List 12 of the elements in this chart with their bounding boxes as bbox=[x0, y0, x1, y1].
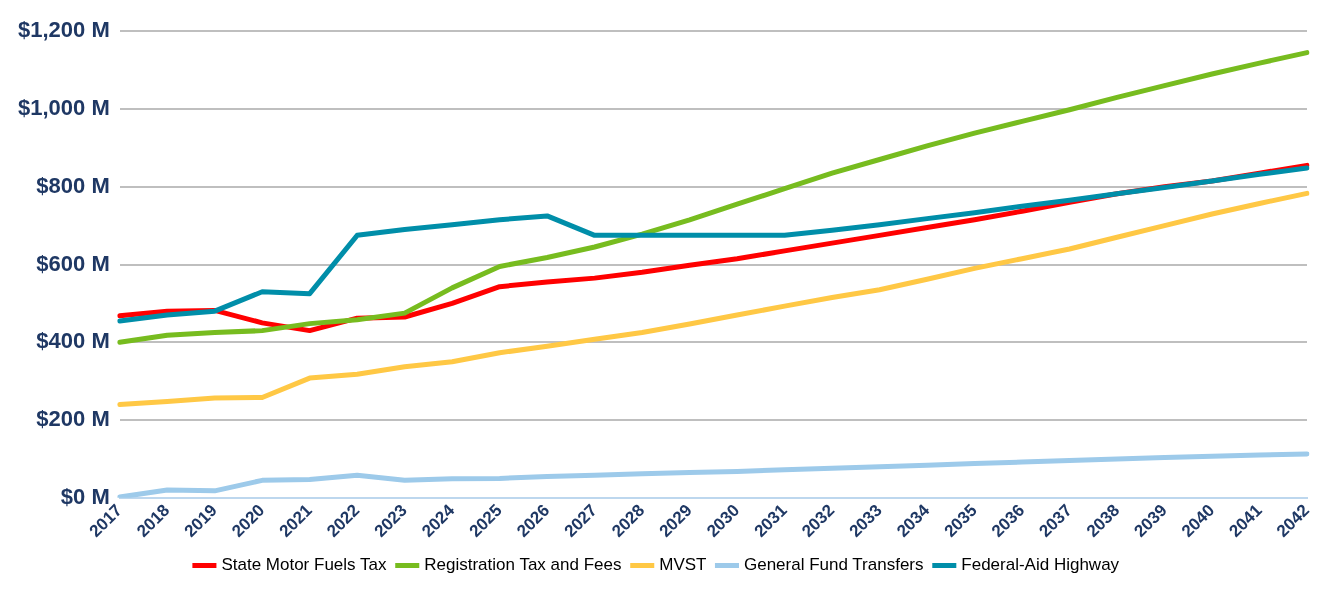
y-tick-label: $400 M bbox=[36, 328, 110, 354]
legend-label: General Fund Transfers bbox=[743, 555, 924, 575]
y-tick-label: $800 M bbox=[36, 172, 110, 198]
y-tick-label: $0 M bbox=[60, 483, 110, 509]
legend-label: Federal-Aid Highway bbox=[961, 555, 1120, 575]
legend-label: MVST bbox=[659, 555, 707, 575]
legend-label: Registration Tax and Fees bbox=[424, 555, 622, 575]
y-tick-label: $200 M bbox=[36, 406, 110, 432]
y-tick-label: $1,000 M bbox=[17, 95, 110, 121]
legend-label: State Motor Fuels Tax bbox=[221, 555, 387, 575]
y-tick-label: $1,200 M bbox=[17, 17, 110, 43]
y-tick-label: $600 M bbox=[36, 250, 110, 276]
